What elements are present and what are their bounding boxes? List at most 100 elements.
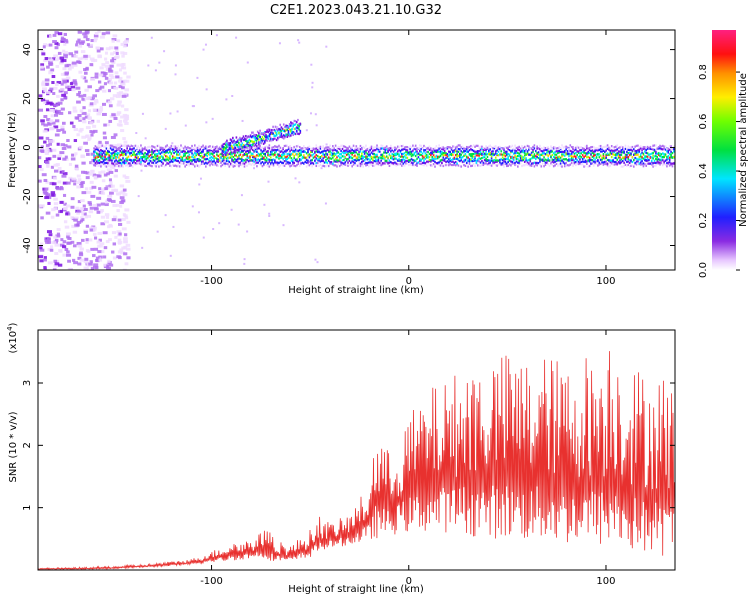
heatmap-cell [185,151,188,155]
heatmap-cell [624,155,627,159]
heatmap-cell [137,162,139,165]
heatmap-cell [325,152,327,155]
heatmap-cell [271,146,273,149]
heatmap-cell [336,150,338,153]
heatmap-cell [305,161,308,164]
heatmap-cell [118,156,120,159]
snr-series-line [38,351,675,570]
heatmap-cell [430,153,432,157]
heatmap-cell [396,152,399,156]
heatmap-cell [478,146,480,149]
heatmap-cell [671,165,674,168]
heatmap-cell [162,149,164,152]
heatmap-cell [155,153,157,156]
heatmap-cell [670,162,672,165]
heatmap-cell [108,81,114,85]
heatmap-cell [351,165,353,168]
heatmap-cell [246,153,249,156]
heatmap-cell [85,126,91,130]
heatmap-cell [49,87,54,91]
heatmap-cell [81,218,85,222]
heatmap-cell [514,163,516,167]
heatmap-cell [81,191,87,195]
heatmap-cell [300,153,302,157]
heatmap-cell [381,155,384,158]
heatmap-cell [176,156,178,160]
heatmap-cell [106,198,112,202]
heatmap-cell [285,134,287,137]
heatmap-cell [639,163,642,166]
heatmap-cell [387,149,389,153]
heatmap-cell [485,162,487,165]
heatmap-cell [235,148,238,151]
heatmap-cell [38,108,43,112]
heatmap-cell [324,202,327,205]
heatmap-cell [184,158,186,161]
heatmap-cell [392,150,395,153]
heatmap-cell [223,151,226,154]
heatmap-cell [122,154,124,157]
heatmap-cell [541,158,544,161]
heatmap-cell [246,142,248,146]
heatmap-cell [670,145,672,148]
heatmap-cell [254,157,257,160]
heatmap-cell [222,143,225,146]
heatmap-cell [395,147,398,151]
heatmap-cell [591,155,594,158]
heatmap-cell [253,160,255,163]
heatmap-cell [459,164,461,168]
heatmap-cell [563,145,566,149]
heatmap-cell [290,157,293,160]
heatmap-cell [108,154,111,157]
heatmap-cell [423,144,425,148]
heatmap-cell [276,156,279,159]
heatmap-cell [294,123,297,126]
heatmap-cell [385,145,388,148]
heatmap-cell [319,163,322,166]
heatmap-cell [261,146,264,149]
heatmap-cell [561,150,563,153]
heatmap-cell [428,152,431,156]
heatmap-cell [122,174,127,178]
heatmap-cell [552,165,555,168]
heatmap-cell [536,145,538,148]
heatmap-cell [126,151,128,154]
heatmap-cell [345,146,348,149]
heatmap-cell [355,156,358,159]
heatmap-cell [352,155,355,158]
heatmap-cell [453,151,456,154]
heatmap-cell [77,90,82,94]
heatmap-cell [48,142,53,146]
heatmap-cell [46,65,50,69]
heatmap-cell [44,78,50,82]
heatmap-cell [392,155,395,158]
heatmap-cell [122,51,128,55]
heatmap-cell [100,222,106,226]
heatmap-cell [460,165,463,168]
heatmap-cell [454,154,457,157]
heatmap-cell [655,157,657,161]
heatmap-cell [439,164,442,167]
heatmap-cell [59,186,63,190]
heatmap-cell [96,119,100,123]
heatmap-cell [471,157,474,160]
heatmap-cell [192,163,195,166]
heatmap-cell [245,139,247,142]
heatmap-cell [261,150,264,153]
heatmap-cell [280,126,283,129]
heatmap-cell [133,158,135,162]
heatmap-cell [60,39,65,43]
heatmap-cell [123,79,128,83]
heatmap-cell [45,101,51,105]
heatmap-cell [333,154,336,158]
heatmap-cell [97,231,102,235]
heatmap-cell [115,144,119,148]
heatmap-cell [267,146,269,149]
heatmap-cell [453,161,456,164]
heatmap-cell [624,153,627,156]
heatmap-cell [425,153,428,156]
heatmap-cell [198,165,200,168]
heatmap-cell [497,163,500,166]
heatmap-cell [536,147,538,150]
heatmap-cell [280,132,283,135]
